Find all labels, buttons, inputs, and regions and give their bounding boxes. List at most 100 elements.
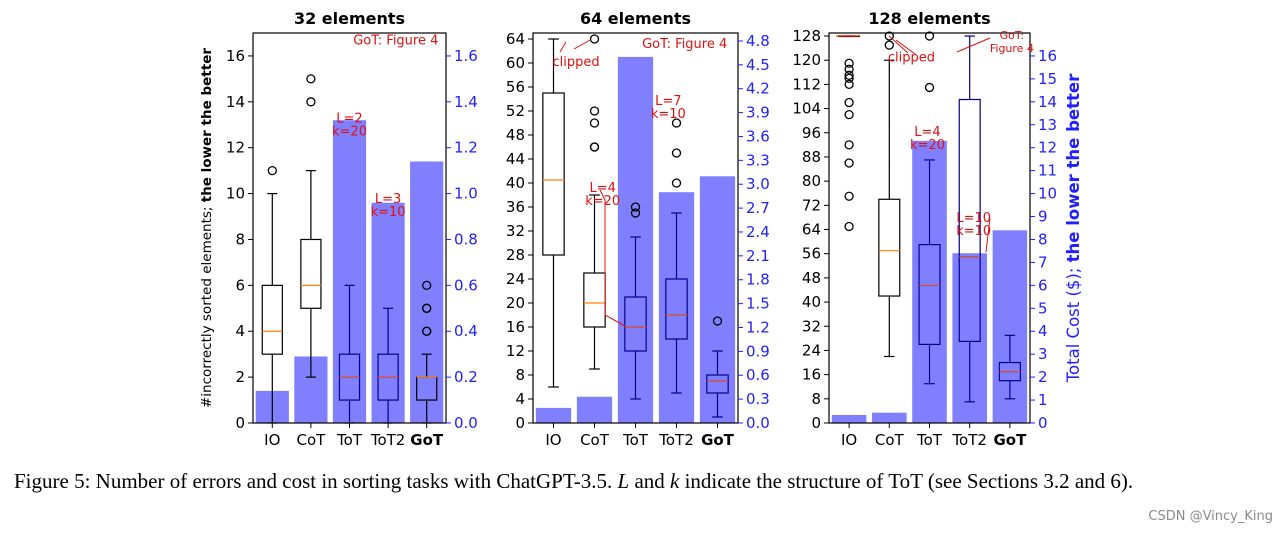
x-tick-label-tot: ToT	[622, 431, 649, 449]
left-tick-label: 8	[515, 366, 525, 384]
x-tick-label-tot2: ToT2	[658, 431, 694, 449]
outlier-point	[589, 106, 600, 116]
x-tick-label-io: IO	[841, 431, 857, 449]
right-axis-label-part2: the lower the better	[1064, 73, 1083, 262]
right-tick-label: 0.2	[454, 368, 478, 386]
right-tick-label: 2.7	[746, 199, 770, 217]
outlier-point	[422, 326, 432, 336]
outlier-point	[884, 40, 894, 50]
left-tick-label: 56	[506, 78, 525, 96]
subplot-title: 32 elements	[294, 9, 405, 28]
outlier-point	[924, 82, 935, 93]
left-tick-label: 36	[506, 198, 525, 216]
outlier-point	[422, 303, 432, 313]
boxplot-got	[998, 334, 1021, 400]
left-tick-label: 48	[802, 269, 821, 287]
left-tick-label: 8	[811, 390, 821, 408]
x-tick-label-got: GoT	[701, 431, 735, 449]
cost-bar-got	[699, 176, 736, 423]
outlier-point	[630, 202, 641, 212]
right-tick-label: 2.4	[746, 223, 770, 241]
right-tick-label: 1.6	[454, 47, 478, 65]
box-iqr	[878, 198, 901, 297]
right-tick-label: 11	[1038, 162, 1057, 180]
outlier-point	[671, 118, 682, 128]
annotation-text: GoT: Figure 4	[642, 37, 727, 52]
left-tick-label: 40	[506, 174, 525, 192]
cost-bar-tot	[332, 120, 367, 424]
right-tick-label: 12	[1038, 139, 1057, 157]
annotation-text: k=10	[956, 224, 991, 239]
left-tick-label: 56	[802, 245, 821, 263]
annotation-leader-line	[599, 189, 626, 327]
annotation-leader-line	[559, 41, 567, 53]
annotation-leader-line	[956, 37, 991, 53]
outlier-point	[844, 191, 854, 201]
annotation-text: k=20	[332, 124, 367, 139]
left-tick-label: 0	[235, 414, 245, 432]
annotation-text: L=10	[956, 211, 991, 226]
boxplot-io	[838, 35, 861, 232]
right-tick-label: 2	[1038, 368, 1048, 386]
outlier-point	[306, 74, 316, 84]
right-tick-label: 4.5	[746, 56, 770, 74]
x-tick-label-io: IO	[545, 431, 561, 449]
annotation-leader-line	[573, 39, 591, 50]
left-axis-label-part2: the lower the better	[199, 48, 215, 203]
left-tick-label: 64	[802, 221, 821, 239]
annotation-text: Figure 4	[990, 42, 1034, 55]
outlier-point	[844, 97, 854, 108]
right-tick-label: 0.6	[746, 366, 770, 384]
right-tick-label: 1.0	[454, 185, 478, 203]
right-tick-label: 0.4	[454, 322, 478, 340]
cost-bar-cot	[576, 396, 613, 423]
caption-var-L: L	[617, 469, 630, 493]
left-tick-label: 96	[802, 124, 821, 142]
figure-caption: Figure 5: Number of errors and cost in s…	[14, 467, 1278, 495]
caption-text-1: Figure 5: Number of errors and cost in s…	[14, 469, 618, 493]
right-tick-label: 8	[1038, 230, 1048, 248]
right-tick-label: 0	[1038, 414, 1048, 432]
left-axis-label-part1: #incorrectly sorted elements;	[199, 202, 215, 408]
annotation-text: L=3	[375, 192, 401, 207]
subplot-title: 64 elements	[580, 9, 691, 28]
right-tick-label: 0.6	[454, 276, 478, 294]
cost-bar-got	[410, 161, 444, 423]
right-tick-label: 1.2	[746, 318, 770, 336]
boxplot-io	[542, 38, 565, 388]
box-iqr	[624, 296, 647, 352]
left-tick-label: 60	[506, 54, 525, 72]
left-tick-label: 16	[802, 366, 821, 384]
left-tick-label: 24	[506, 270, 525, 288]
annotation-text: GoT:	[1000, 29, 1024, 42]
outlier-point	[884, 31, 894, 41]
left-tick-label: 52	[506, 102, 525, 120]
outlier-point	[712, 316, 723, 326]
subplot-1: 32 elements 0 2 4 6 8 10 12 14 16 0.0 0.2 0.4 0.6 0.8 1…	[199, 9, 478, 449]
outlier-point	[589, 142, 600, 152]
annotation-text: L=4	[914, 125, 940, 140]
annotation-text: GoT: Figure 4	[353, 33, 438, 48]
right-tick-label: 10	[1038, 185, 1057, 203]
annotation-text: k=10	[651, 107, 686, 122]
left-tick-label: 12	[226, 139, 245, 157]
left-tick-label: 88	[802, 148, 821, 166]
boxplot-got	[416, 280, 438, 424]
annotation-text: L=2	[336, 111, 362, 126]
right-tick-label: 0.3	[746, 390, 770, 408]
boxplot-io	[261, 165, 283, 424]
right-tick-label: 0.8	[454, 230, 478, 248]
right-tick-label: 7	[1038, 253, 1048, 271]
cost-bar-io	[831, 414, 867, 423]
annotation-text: k=10	[371, 205, 406, 220]
outlier-point	[589, 118, 600, 128]
left-tick-label: 72	[802, 196, 821, 214]
left-axis-label: #incorrectly sorted elements; the lower …	[199, 48, 215, 408]
x-tick-label-io: IO	[264, 431, 280, 449]
subplot-3: 128 elements0816243240485664728088961041…	[792, 9, 1083, 449]
outlier-point	[306, 97, 316, 107]
boxplot-tot	[918, 31, 941, 385]
boxplot-cot	[878, 31, 901, 358]
right-tick-label: 9	[1038, 208, 1048, 226]
watermark: CSDN @Vincy_King	[1148, 509, 1273, 524]
